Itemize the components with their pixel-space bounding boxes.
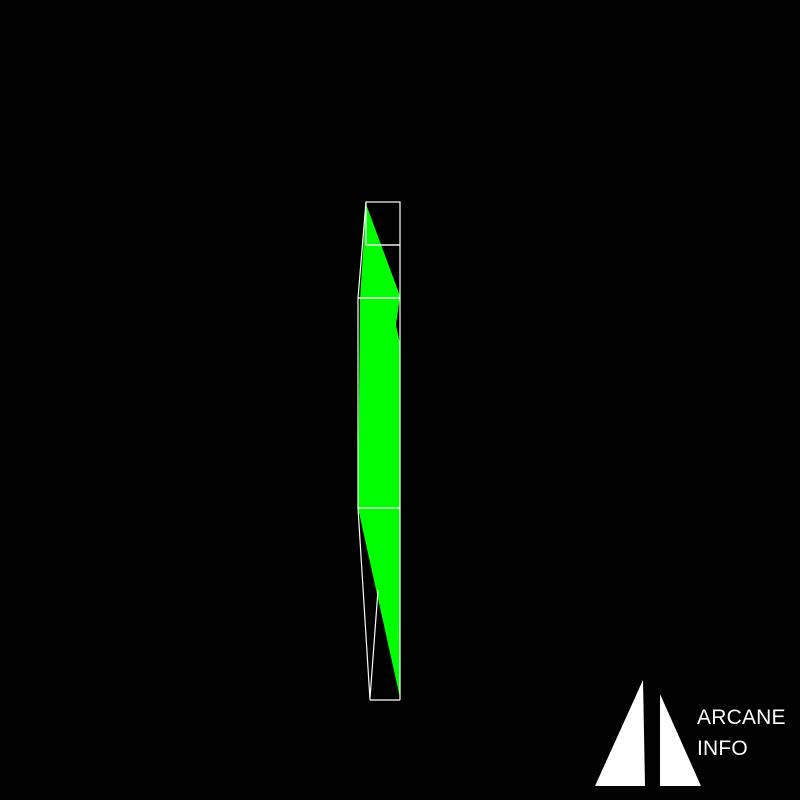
- left-edge-lower: [357, 507, 371, 701]
- inner-edge-lower: [369, 589, 379, 699]
- left-edge-upper: [357, 201, 367, 299]
- wireframe-outlines: [357, 201, 401, 701]
- middle-box: [357, 297, 401, 509]
- green-fill-upper: [358, 204, 400, 508]
- green-fill-lower: [358, 508, 400, 698]
- logo-mark: [595, 680, 701, 786]
- logo-right-sail: [660, 694, 701, 786]
- logo-text-line-1: ARCANE: [697, 706, 786, 729]
- logo-text-line-2: INFO: [697, 737, 748, 760]
- logo-left-sail: [595, 680, 645, 786]
